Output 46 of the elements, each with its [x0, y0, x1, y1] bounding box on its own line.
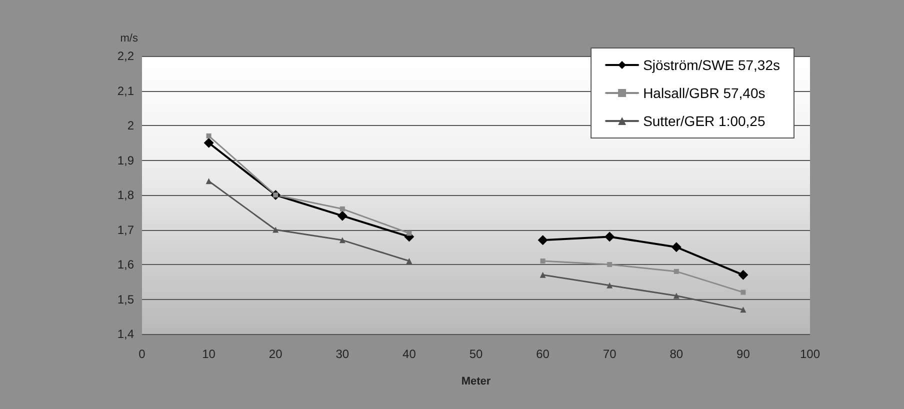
x-axis-title: Meter	[461, 376, 492, 388]
x-tick-label: 10	[202, 347, 216, 361]
point	[674, 268, 679, 274]
x-tick-label: 40	[402, 347, 416, 361]
point	[540, 258, 546, 264]
point	[206, 178, 212, 184]
y-axis-title: m/s	[120, 32, 138, 44]
point	[740, 290, 746, 295]
point	[606, 282, 613, 288]
point	[339, 237, 346, 244]
point	[272, 226, 279, 233]
x-tick-label: 90	[736, 347, 750, 361]
point	[604, 232, 615, 242]
legend-label: Halsall/GBR 57,40s	[643, 85, 766, 101]
x-tick-label: 50	[469, 347, 483, 361]
legend-label: Sjöström/SWE 57,32s	[643, 57, 780, 73]
point	[671, 242, 682, 252]
point	[406, 230, 412, 236]
y-tick-label: 1,6	[117, 258, 134, 272]
point	[204, 138, 214, 148]
y-tick-label: 2	[127, 118, 134, 132]
x-tick-label: 60	[536, 347, 550, 361]
y-tick-label: 1,9	[117, 153, 134, 168]
point	[340, 206, 345, 212]
y-tick-label: 2,1	[117, 84, 134, 98]
y-tick-label: 2,2	[117, 49, 134, 63]
point	[607, 262, 612, 267]
x-tick-label: 0	[138, 347, 146, 361]
point	[673, 292, 680, 299]
y-tick-label: 1,5	[117, 292, 134, 306]
x-tick-label: 70	[602, 347, 617, 361]
x-tick-label: 80	[670, 347, 684, 361]
point	[406, 258, 412, 264]
x-tick-label: 20	[268, 347, 283, 361]
point	[206, 133, 212, 138]
y-tick-label: 1,8	[117, 188, 134, 202]
legend-label: Sutter/GER 1:00,25	[643, 113, 766, 129]
x-tick-label: 100	[800, 347, 820, 361]
point	[540, 272, 546, 278]
y-tick-label: 1,4	[117, 327, 134, 341]
point	[738, 270, 748, 280]
point	[538, 235, 548, 246]
y-tick-label: 1,7	[117, 222, 134, 237]
point	[337, 210, 348, 221]
x-tick-label: 30	[336, 347, 350, 361]
point	[740, 306, 746, 313]
